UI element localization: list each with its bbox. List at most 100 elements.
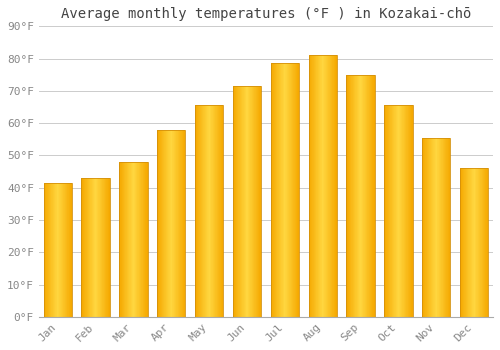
Bar (374, 75, 375, 317)
Bar (98, 178, 99, 317)
Bar (440, 138, 441, 317)
Bar (182, 130, 183, 317)
Bar (284, 63, 285, 317)
Bar (309, 55, 310, 317)
Bar (449, 138, 450, 317)
Bar (385, 105, 386, 317)
Bar (469, 168, 470, 317)
Bar (107, 178, 108, 317)
Bar (479, 168, 480, 317)
Bar (131, 162, 132, 317)
Bar (409, 105, 410, 317)
Bar (89, 178, 90, 317)
Bar (438, 138, 439, 317)
Bar (405, 105, 406, 317)
Bar (410, 105, 411, 317)
Bar (270, 63, 271, 317)
Bar (349, 75, 350, 317)
Bar (326, 55, 328, 317)
Bar (209, 105, 210, 317)
Bar (480, 168, 481, 317)
Bar (199, 105, 200, 317)
Bar (325, 55, 326, 317)
Bar (435, 138, 436, 317)
Bar (308, 55, 309, 317)
Bar (358, 75, 359, 317)
Bar (333, 55, 334, 317)
Bar (82, 178, 110, 317)
Bar (95, 178, 96, 317)
Bar (130, 162, 131, 317)
Bar (53, 183, 54, 317)
Bar (470, 168, 472, 317)
Bar (476, 168, 477, 317)
Bar (167, 130, 168, 317)
Bar (63, 183, 64, 317)
Bar (278, 63, 279, 317)
Bar (330, 55, 331, 317)
Bar (165, 130, 166, 317)
Bar (331, 55, 332, 317)
Bar (429, 138, 430, 317)
Bar (444, 138, 445, 317)
Bar (162, 130, 163, 317)
Bar (140, 162, 141, 317)
Bar (365, 75, 366, 317)
Bar (426, 138, 427, 317)
Bar (395, 105, 396, 317)
Bar (132, 162, 133, 317)
Bar (104, 178, 105, 317)
Bar (90, 178, 91, 317)
Bar (446, 138, 447, 317)
Bar (408, 105, 409, 317)
Bar (357, 75, 358, 317)
Bar (166, 130, 167, 317)
Bar (316, 55, 317, 317)
Bar (468, 168, 469, 317)
Bar (55, 183, 56, 317)
Bar (407, 105, 408, 317)
Bar (96, 178, 98, 317)
Bar (387, 105, 388, 317)
Bar (277, 63, 278, 317)
Bar (346, 75, 375, 317)
Bar (324, 55, 325, 317)
Bar (483, 168, 484, 317)
Bar (221, 105, 222, 317)
Bar (442, 138, 443, 317)
Bar (293, 63, 294, 317)
Bar (64, 183, 65, 317)
Bar (447, 138, 448, 317)
Bar (287, 63, 288, 317)
Bar (84, 178, 85, 317)
Bar (202, 105, 203, 317)
Bar (485, 168, 486, 317)
Bar (180, 130, 181, 317)
Bar (478, 168, 479, 317)
Bar (247, 86, 248, 317)
Bar (256, 86, 257, 317)
Bar (257, 86, 258, 317)
Bar (185, 130, 186, 317)
Bar (286, 63, 287, 317)
Bar (441, 138, 442, 317)
Bar (143, 162, 144, 317)
Bar (241, 86, 242, 317)
Bar (367, 75, 368, 317)
Bar (390, 105, 391, 317)
Bar (312, 55, 313, 317)
Bar (460, 168, 461, 317)
Bar (176, 130, 177, 317)
Bar (59, 183, 60, 317)
Bar (473, 168, 474, 317)
Bar (396, 105, 398, 317)
Bar (335, 55, 336, 317)
Bar (161, 130, 162, 317)
Bar (368, 75, 369, 317)
Bar (275, 63, 276, 317)
Bar (272, 63, 273, 317)
Bar (198, 105, 199, 317)
Bar (353, 75, 354, 317)
Bar (314, 55, 315, 317)
Bar (270, 63, 299, 317)
